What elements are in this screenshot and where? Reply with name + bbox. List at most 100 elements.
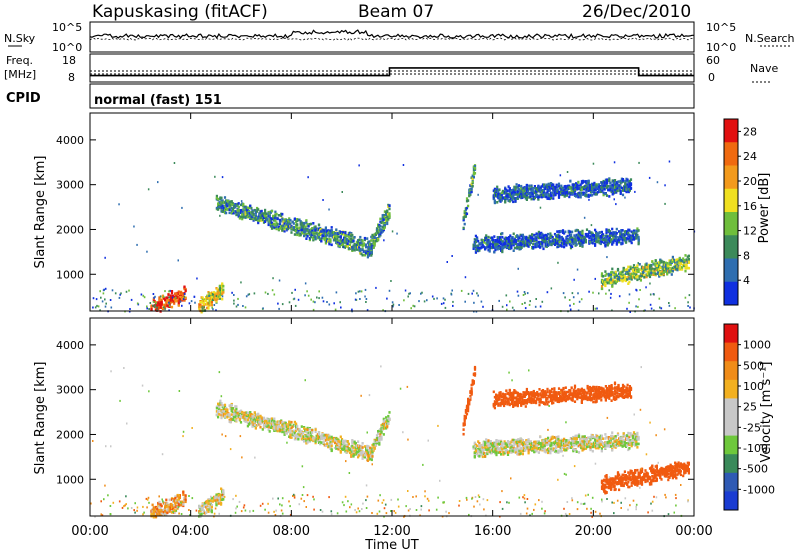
echo-cell xyxy=(339,444,342,447)
echo-cell xyxy=(315,227,318,231)
echo-cell xyxy=(176,296,179,299)
echo-cell xyxy=(306,227,309,231)
echo-cell xyxy=(313,230,316,234)
echo-cell xyxy=(387,414,390,418)
echo-cell xyxy=(288,222,291,226)
echo-cell xyxy=(543,234,546,237)
echo-cell xyxy=(504,245,507,248)
echo-cell xyxy=(484,247,487,251)
scatter-cell xyxy=(648,176,651,179)
echo-cell xyxy=(594,188,597,192)
echo-cell xyxy=(226,208,229,211)
echo-cell xyxy=(290,420,293,424)
echo-cell xyxy=(169,299,172,302)
echo-cell xyxy=(296,219,299,223)
echo-cell xyxy=(252,423,255,426)
scatter-cell xyxy=(136,243,138,246)
clutter-cell xyxy=(451,289,453,292)
clutter-cell xyxy=(340,306,342,309)
echo-cell xyxy=(463,214,466,217)
echo-cell xyxy=(543,237,546,240)
echo-cell xyxy=(350,237,353,241)
echo-cell xyxy=(309,431,313,434)
echo-cell xyxy=(626,278,629,281)
echo-cell xyxy=(636,264,639,267)
echo-cell xyxy=(297,229,300,233)
echo-cell xyxy=(223,403,227,407)
echo-cell xyxy=(592,239,595,243)
echo-cell xyxy=(254,419,257,423)
echo-cell xyxy=(551,187,554,190)
echo-cell xyxy=(305,233,308,237)
echo-cell xyxy=(351,248,354,251)
echo-cell xyxy=(375,441,379,445)
echo-cell xyxy=(353,242,356,246)
echo-cell xyxy=(164,298,167,302)
echo-cell xyxy=(504,196,507,200)
echo-cell xyxy=(355,444,358,447)
echo-cell xyxy=(618,238,621,242)
echo-cell xyxy=(573,188,577,192)
echo-cell xyxy=(622,278,625,282)
power-colorbar-label: Power [dB] xyxy=(757,173,772,244)
echo-cell xyxy=(593,187,596,190)
echo-cell xyxy=(261,428,264,431)
echo-cell xyxy=(251,210,254,214)
echo-cell xyxy=(274,210,277,214)
echo-cell xyxy=(308,238,311,242)
echo-cell xyxy=(245,415,248,418)
echo-cell xyxy=(542,236,545,239)
echo-cell xyxy=(585,235,589,238)
echo-cell xyxy=(531,189,534,192)
clutter-cell xyxy=(153,296,155,299)
echo-cell xyxy=(183,298,186,302)
echo-cell xyxy=(640,267,644,271)
echo-cell xyxy=(307,224,310,228)
echo-cell xyxy=(514,191,517,194)
echo-cell xyxy=(521,238,524,242)
echo-cell xyxy=(257,415,260,419)
echo-cell xyxy=(237,213,240,216)
colorbar-swatch xyxy=(724,258,738,283)
echo-cell xyxy=(525,192,528,195)
echo-cell xyxy=(485,236,488,240)
echo-cell xyxy=(525,184,528,187)
echo-cell xyxy=(285,220,288,223)
echo-cell xyxy=(664,261,668,265)
echo-cell xyxy=(600,234,603,237)
echo-cell xyxy=(370,450,373,453)
echo-cell xyxy=(217,402,220,406)
echo-cell xyxy=(533,191,536,195)
clutter-cell xyxy=(653,309,655,312)
clutter-cell xyxy=(605,292,607,295)
echo-cell xyxy=(497,240,500,243)
echo-cell xyxy=(202,302,205,306)
scatter-cell xyxy=(118,203,120,206)
echo-cell xyxy=(544,195,547,198)
echo-cell xyxy=(571,230,574,234)
echo-cell xyxy=(339,435,342,439)
echo-cell xyxy=(606,241,609,244)
echo-cell xyxy=(242,411,245,415)
echo-cell xyxy=(366,255,369,259)
echo-cell xyxy=(369,446,372,450)
echo-cell xyxy=(337,232,340,235)
echo-cell xyxy=(679,266,682,269)
echo-cell xyxy=(230,202,233,206)
echo-cell xyxy=(560,241,563,245)
echo-cell xyxy=(235,210,238,214)
echo-cell xyxy=(634,236,637,240)
echo-cell xyxy=(387,419,390,423)
echo-cell xyxy=(368,254,371,257)
echo-cell xyxy=(327,231,330,235)
echo-cell xyxy=(367,445,370,448)
echo-cell xyxy=(465,212,469,216)
echo-cell xyxy=(472,244,475,248)
echo-cell xyxy=(608,230,611,233)
echo-cell xyxy=(487,235,490,239)
clutter-cell xyxy=(114,292,117,295)
noise-tick-right-top: 10^5 xyxy=(706,21,736,34)
echo-cell xyxy=(531,236,534,239)
echo-cell xyxy=(312,436,315,440)
echo-cell xyxy=(220,416,223,420)
